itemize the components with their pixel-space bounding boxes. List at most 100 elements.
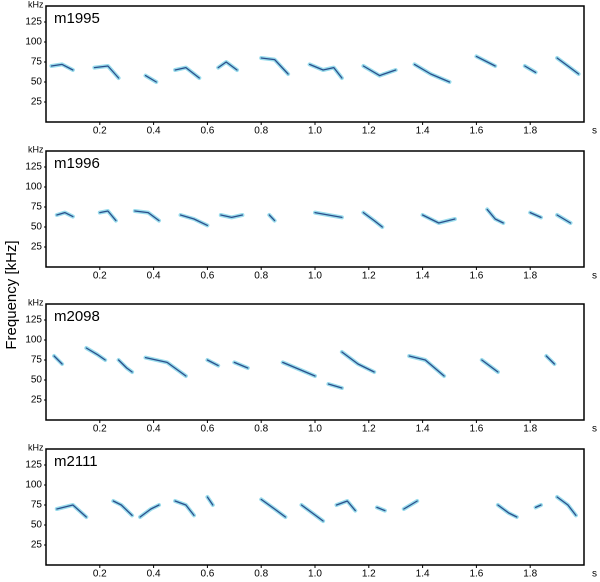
panel-title: m2098 [54,308,100,325]
x-tick-label: 0.6 [200,126,214,137]
x-unit-label: s [592,569,597,580]
syllable [308,63,343,79]
y-tick-label: 100 [25,335,42,346]
syllable [179,214,209,227]
y-tick-label: 25 [31,395,43,406]
syllable [403,500,418,510]
syllable [314,211,343,219]
syllable [421,214,456,224]
x-tick-label: 1.6 [469,424,483,435]
panel-title: m1996 [54,155,100,172]
syllable-halo [173,499,196,518]
y-unit-label: kHz [28,442,44,452]
x-tick-label: 1.2 [362,126,376,137]
syllable [134,210,160,222]
y-tick-label: 75 [31,202,43,213]
x-tick-label: 1.6 [469,569,483,580]
y-tick-label: 75 [31,355,43,366]
panel-frame [45,5,585,123]
y-unit-label: kHz [28,0,44,9]
y-tick-label: 125 [25,162,42,173]
syllable [139,504,160,518]
syllable [174,500,195,517]
x-tick-label: 1.0 [308,569,322,580]
syllable-halo [420,213,457,225]
syllable [529,211,542,219]
syllable [233,361,249,369]
y-tick-label: 25 [31,540,43,551]
x-tick-label: 0.2 [93,271,107,282]
x-tick-label: 0.2 [93,569,107,580]
x-tick-label: 1.6 [469,271,483,282]
syllable [335,500,356,512]
syllable [362,211,383,228]
syllable-halo [407,354,447,378]
y-tick-label: 125 [25,460,42,471]
y-unit-label: kHz [28,144,44,154]
x-tick-label: 0.8 [254,126,268,137]
syllable [112,500,133,517]
y-tick-label: 100 [25,182,42,193]
syllable-halo [143,355,188,378]
x-tick-label: 1.8 [523,126,537,137]
syllable [85,347,106,361]
syllable [56,211,74,218]
x-tick-label: 1.0 [308,271,322,282]
syllable [556,214,572,224]
x-tick-label: 1.0 [308,424,322,435]
syllable [206,496,214,506]
x-tick-label: 0.4 [147,569,161,580]
y-tick-label: 50 [31,77,43,88]
y-axis-title: Frequency [kHz] [3,240,20,349]
x-tick-label: 1.8 [523,424,537,435]
syllable [545,355,556,365]
x-unit-label: s [592,271,597,282]
syllable [524,65,537,74]
syllable [327,383,343,389]
y-tick-label: 50 [31,520,43,531]
x-tick-label: 1.2 [362,271,376,282]
x-tick-label: 0.4 [147,271,161,282]
syllable [93,65,120,79]
syllable [206,359,219,367]
syllable-halo [334,499,358,513]
x-tick-label: 0.8 [254,271,268,282]
syllable [362,65,397,77]
syllable-halo [54,503,89,519]
x-tick-label: 1.0 [308,126,322,137]
x-tick-label: 1.6 [469,126,483,137]
syllable [376,506,386,512]
syllable [413,63,451,83]
syllable [260,57,289,75]
x-tick-label: 1.4 [416,424,430,435]
syllable [300,504,324,522]
y-tick-label: 100 [25,480,42,491]
x-tick-label: 0.2 [93,424,107,435]
syllable [260,498,287,518]
syllable [217,61,238,71]
syllable [220,214,244,219]
syllable-halo [361,64,398,78]
panel-title: m1995 [54,10,100,27]
x-tick-label: 0.6 [200,569,214,580]
x-unit-label: s [592,424,597,435]
syllable [341,351,375,373]
x-tick-label: 0.8 [254,424,268,435]
y-tick-label: 100 [25,37,42,48]
syllable [534,504,542,509]
x-tick-label: 1.2 [362,424,376,435]
syllable [144,356,187,377]
y-tick-label: 50 [31,222,43,233]
x-tick-label: 0.4 [147,424,161,435]
x-tick-label: 1.4 [416,271,430,282]
y-tick-label: 125 [25,17,42,28]
syllable [282,361,316,377]
syllable [53,355,63,365]
x-tick-label: 1.2 [362,569,376,580]
x-tick-label: 0.6 [200,271,214,282]
y-tick-label: 75 [31,500,43,511]
panel-title: m2111 [54,453,98,470]
syllable [50,63,74,71]
